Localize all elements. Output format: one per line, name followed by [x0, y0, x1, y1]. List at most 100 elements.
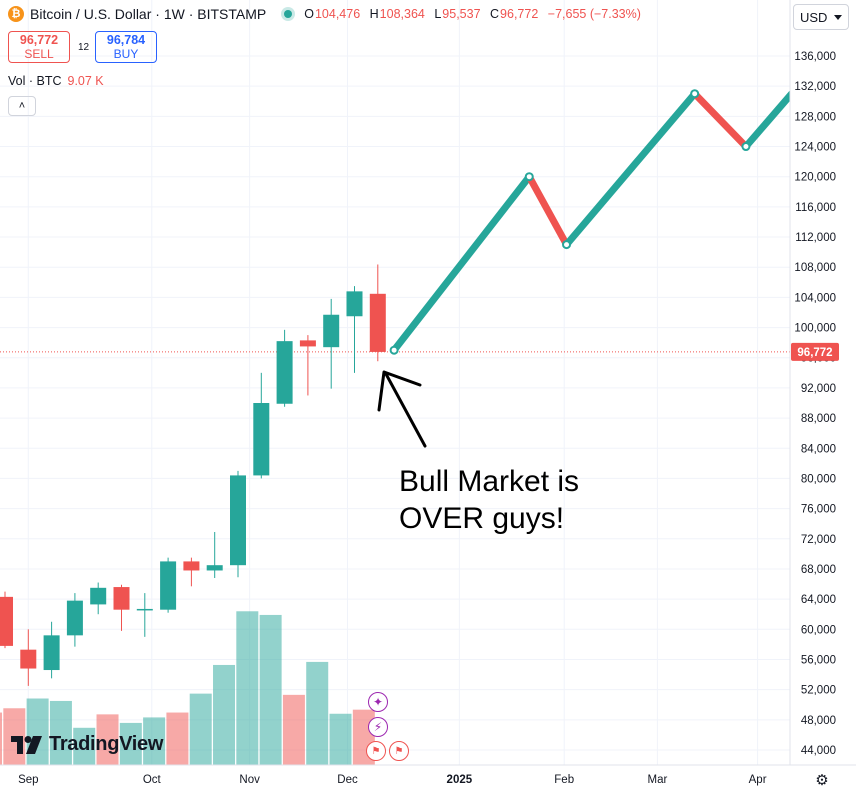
price-tick-label: 52,000	[801, 685, 836, 697]
volume-bars	[0, 611, 375, 765]
volume-bar	[213, 664, 236, 765]
annotation-line-2: OVER guys!	[399, 502, 565, 535]
candle-body	[369, 293, 386, 352]
volume-bar	[259, 614, 282, 765]
price-tick-label: 64,000	[801, 594, 836, 606]
buy-button[interactable]: 96,784 BUY	[95, 31, 157, 63]
price-tick-label: 80,000	[801, 473, 836, 485]
tradingview-logo-text: TradingView	[49, 733, 164, 755]
volume-bar	[329, 713, 352, 765]
time-tick-label: Mar	[647, 774, 667, 786]
volume-bar	[306, 661, 329, 765]
time-tick-label: Apr	[749, 774, 767, 786]
projection-point	[562, 240, 572, 250]
candle-body	[160, 561, 177, 610]
candle-body	[0, 596, 13, 646]
price-tick-label: 108,000	[794, 262, 836, 274]
current-price-label: 96,772	[797, 347, 832, 359]
event-star-icon[interactable]: ✦	[368, 692, 388, 712]
volume-legend-label: Vol · BTC	[8, 74, 62, 88]
time-tick-label: Feb	[554, 774, 574, 786]
price-tick-label: 132,000	[794, 81, 836, 93]
projection-segment	[390, 173, 533, 354]
price-tick-label: 56,000	[801, 654, 836, 666]
price-tick-label: 76,000	[801, 504, 836, 516]
candle-body	[113, 587, 130, 610]
volume-bar	[282, 694, 305, 765]
price-tick-label: 60,000	[801, 624, 836, 636]
candle-body	[136, 608, 153, 611]
flag-glyph: ⚑	[394, 745, 404, 757]
price-tick-label: 100,000	[794, 323, 836, 335]
ohlc-open-key: O	[304, 7, 314, 21]
price-tick-label: 116,000	[795, 202, 836, 214]
volume-legend: Vol · BTC 9.07 K	[8, 74, 104, 88]
buy-price: 96,784	[106, 33, 146, 47]
gear-glyph: ⚙	[815, 772, 829, 789]
ohlc-open-value: 104,476	[314, 7, 361, 21]
bitcoin-icon: ₿	[8, 6, 24, 22]
gear-icon[interactable]: ⚙	[812, 770, 832, 790]
candlesticks[interactable]	[0, 264, 386, 686]
buy-label: BUY	[113, 47, 139, 61]
event-flag-icon[interactable]: ⚑	[366, 741, 386, 761]
chart-grid	[0, 0, 790, 765]
candle-body	[43, 635, 60, 671]
price-tick-label: 120,000	[794, 172, 836, 184]
currency-select[interactable]: USD	[793, 4, 849, 30]
price-tick-label: 92,000	[801, 383, 836, 395]
bolt-glyph: ⚡	[373, 720, 383, 734]
volume-bar	[143, 717, 166, 765]
symbol-title[interactable]: Bitcoin / U.S. Dollar · 1W · BITSTAMP	[30, 6, 267, 22]
event-flag-icon[interactable]: ⚑	[389, 741, 409, 761]
ohlc-values: O104,476 H108,364 L95,537 C96,772 −7,655…	[304, 7, 647, 21]
projection-path	[389, 66, 816, 355]
price-tick-label: 124,000	[794, 142, 836, 154]
candle-body	[206, 565, 223, 571]
event-bolt-icon[interactable]: ⚡	[368, 717, 388, 737]
collapse-legend-button[interactable]: ˄	[8, 96, 36, 116]
price-tick-label: 128,000	[794, 111, 836, 123]
volume-bar	[49, 700, 72, 765]
volume-bar	[73, 727, 96, 765]
flag-glyph: ⚑	[371, 745, 381, 757]
projection-segment	[691, 90, 750, 151]
price-axis[interactable]: 44,000 48,000 52,000 56,000 60,000 64,000 68,0…	[789, 0, 856, 801]
time-tick-label: Dec	[337, 774, 358, 786]
current-price-tag	[791, 342, 839, 361]
volume-bar	[119, 722, 142, 765]
volume-bar	[166, 712, 189, 765]
sell-button[interactable]: 96,772 SELL	[8, 31, 70, 63]
price-tick-label: 48,000	[801, 715, 836, 727]
candle-body	[183, 561, 200, 571]
ohlc-high-value: 108,364	[379, 7, 425, 21]
volume-bar	[189, 693, 212, 765]
volume-bar	[0, 712, 3, 765]
chart-header: ₿ Bitcoin / U.S. Dollar · 1W · BITSTAMP …	[8, 6, 647, 22]
candle-body	[346, 291, 363, 317]
time-axis[interactable]: Sep Oct Nov Dec 2025 Feb Mar Apr	[0, 764, 856, 801]
price-tick-label: 72,000	[801, 534, 836, 546]
projection-point	[389, 345, 399, 355]
tradingview-logo[interactable]: TradingView	[11, 733, 163, 756]
currency-value: USD	[800, 9, 828, 25]
price-tick-label: 44,000	[801, 745, 836, 757]
sell-price: 96,772	[19, 33, 59, 47]
ohlc-high-key: H	[369, 7, 379, 21]
candle-body	[66, 600, 83, 636]
market-status-icon[interactable]	[284, 10, 293, 18]
tradingview-logo-icon	[11, 735, 42, 754]
drawn-arrow	[377, 370, 427, 448]
volume-legend-value: 9.07 K	[67, 74, 104, 88]
candle-body	[230, 475, 246, 566]
price-tick-label: 88,000	[801, 413, 836, 425]
price-tick-label: 68,000	[801, 564, 836, 576]
time-tick-label: Oct	[143, 774, 162, 786]
candle-body	[276, 341, 293, 404]
time-tick-label: Nov	[239, 774, 260, 786]
projection-point	[524, 172, 534, 182]
ohlc-low-value: 95,537	[442, 7, 481, 21]
candle-body	[323, 314, 340, 348]
ohlc-close-key: C	[490, 7, 500, 21]
